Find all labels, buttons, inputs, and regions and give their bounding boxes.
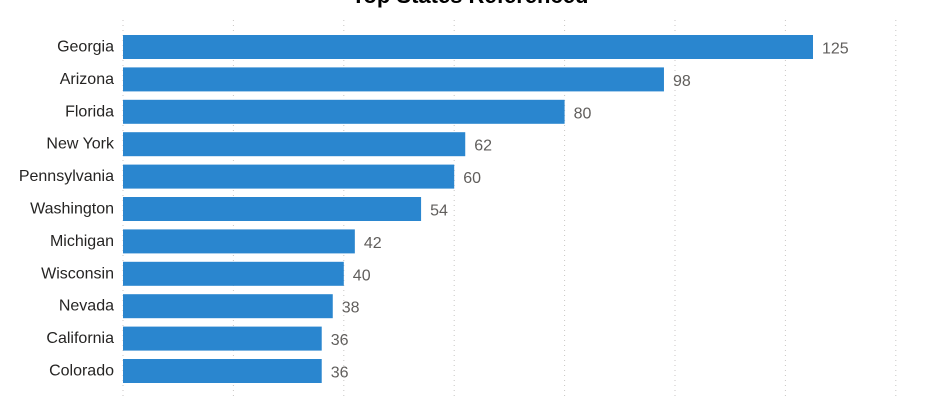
bar[interactable] bbox=[123, 132, 466, 157]
data-label: 42 bbox=[364, 235, 382, 252]
category-label: California bbox=[46, 330, 114, 347]
bar[interactable] bbox=[123, 261, 344, 286]
bar[interactable] bbox=[123, 99, 565, 124]
bar[interactable] bbox=[123, 67, 664, 92]
chart-title: Top States Referenced bbox=[0, 0, 940, 9]
data-label: 54 bbox=[430, 203, 448, 220]
bar[interactable] bbox=[123, 229, 355, 254]
bar[interactable] bbox=[123, 294, 333, 319]
value-labels: 125 98 80 62 60 54 42 40 38 36 36 bbox=[331, 41, 849, 382]
category-label: Wisconsin bbox=[41, 265, 114, 282]
bar[interactable] bbox=[123, 359, 322, 383]
bar[interactable] bbox=[123, 326, 322, 351]
data-label: 38 bbox=[342, 300, 360, 317]
category-label: Colorado bbox=[49, 363, 114, 380]
data-label: 60 bbox=[463, 170, 481, 187]
category-label: Georgia bbox=[57, 39, 114, 56]
bar[interactable] bbox=[123, 197, 422, 221]
bar[interactable] bbox=[123, 164, 455, 189]
category-label: Arizona bbox=[60, 71, 114, 88]
data-label: 80 bbox=[574, 105, 592, 122]
data-label: 125 bbox=[822, 41, 849, 58]
category-label: New York bbox=[46, 136, 115, 153]
bar[interactable] bbox=[123, 35, 813, 59]
data-label: 62 bbox=[474, 138, 492, 155]
bars bbox=[123, 35, 813, 383]
category-labels: Georgia Arizona Florida New York Pennsylvani… bbox=[19, 39, 115, 380]
category-label: Michigan bbox=[50, 233, 114, 250]
category-label: Pennsylvania bbox=[19, 168, 114, 185]
data-label: 98 bbox=[673, 73, 691, 90]
data-label: 36 bbox=[331, 365, 349, 382]
data-label: 40 bbox=[353, 267, 371, 284]
category-label: Florida bbox=[65, 103, 114, 120]
category-label: Washington bbox=[30, 201, 114, 218]
category-label: Nevada bbox=[59, 298, 114, 315]
data-label: 36 bbox=[331, 332, 349, 349]
